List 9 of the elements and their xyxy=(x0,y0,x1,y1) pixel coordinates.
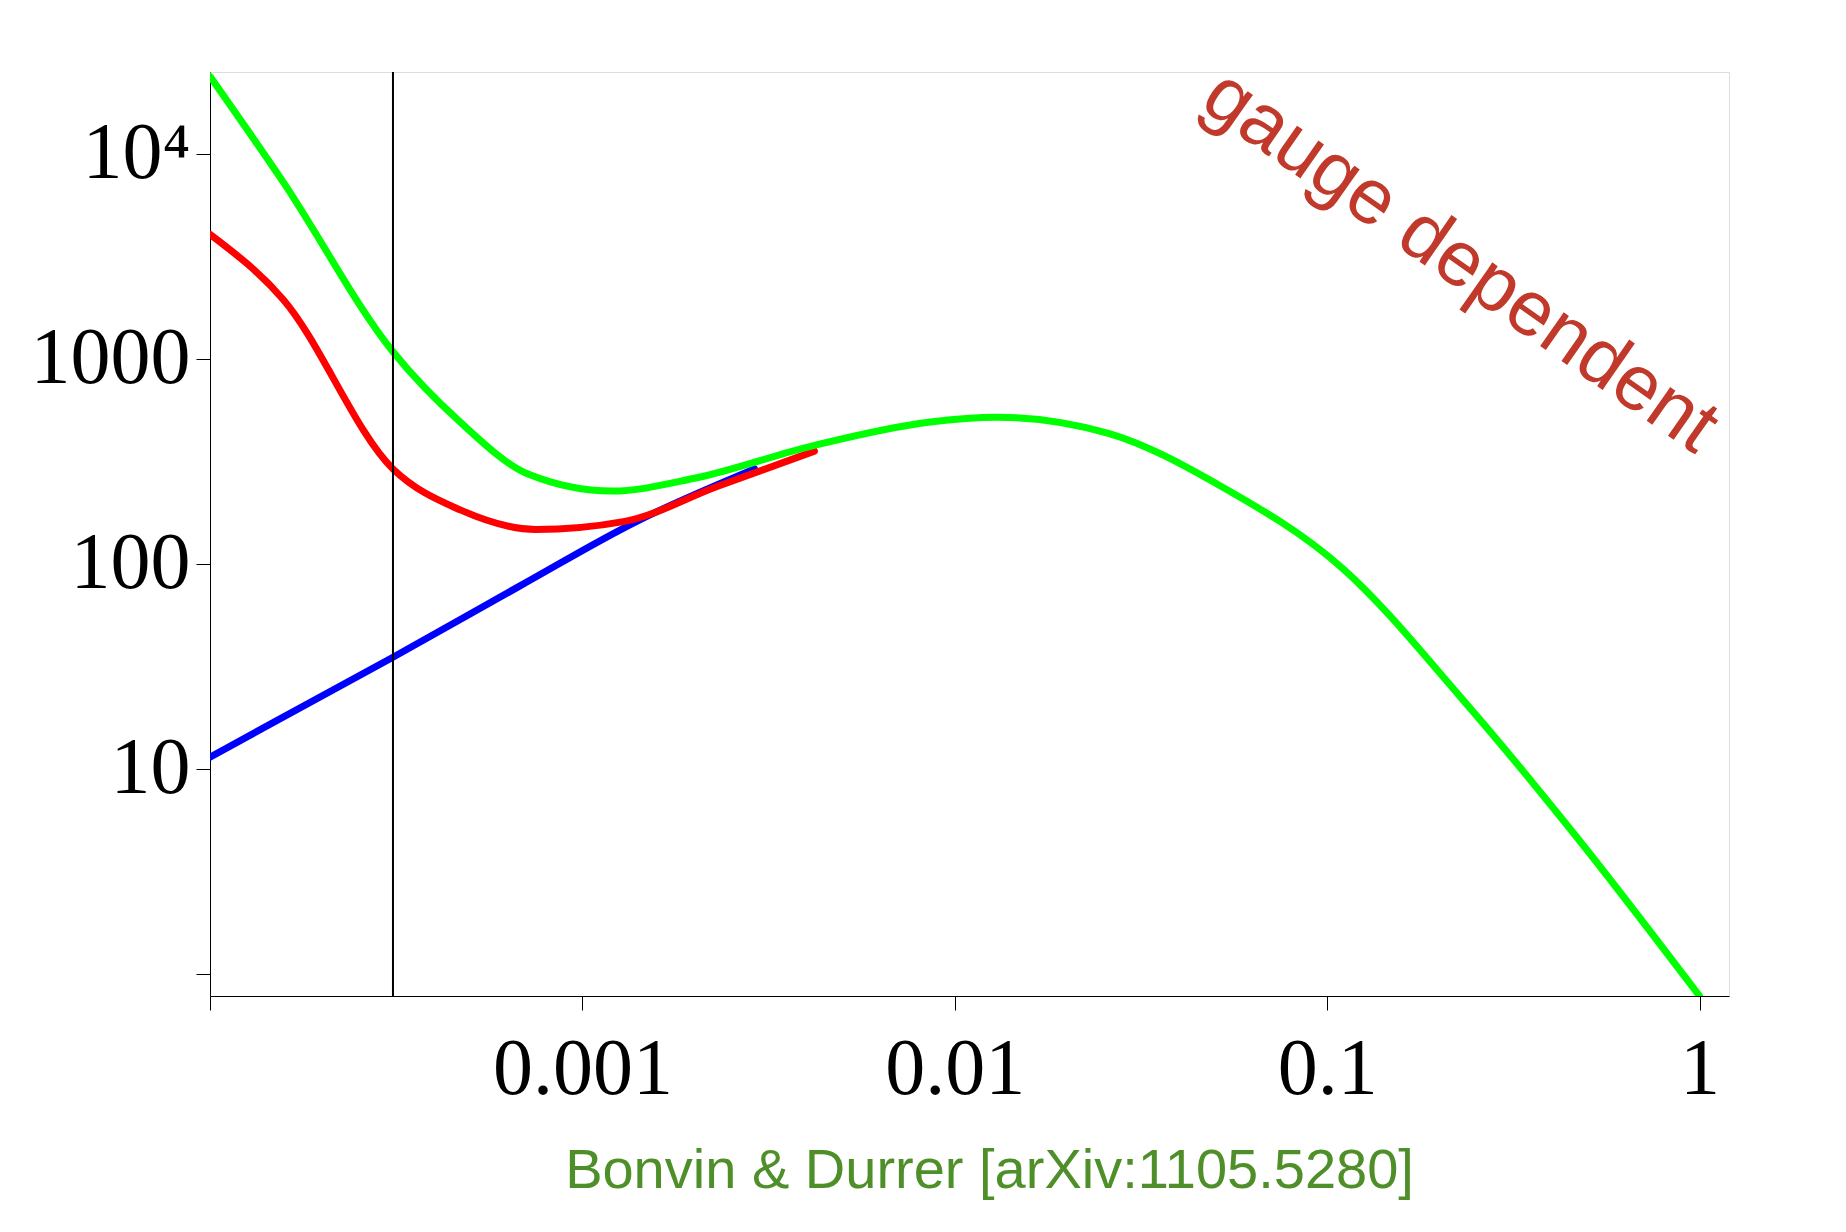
x-tick-label: 0.1 xyxy=(1277,1022,1378,1111)
y-tick-label: 1000 xyxy=(30,312,191,401)
text: Bonvin & Durrer [arXiv:1105.5280] xyxy=(565,1137,1414,1200)
x-tick-label: 1 xyxy=(1680,1022,1721,1111)
x-tick-label: 0.001 xyxy=(492,1022,673,1111)
y-tick-label: 10⁴ xyxy=(82,107,191,196)
y-tick-label: 10 xyxy=(110,722,191,811)
x-tick-label: 0.01 xyxy=(885,1022,1026,1111)
y-tick-label: 100 xyxy=(70,517,191,606)
